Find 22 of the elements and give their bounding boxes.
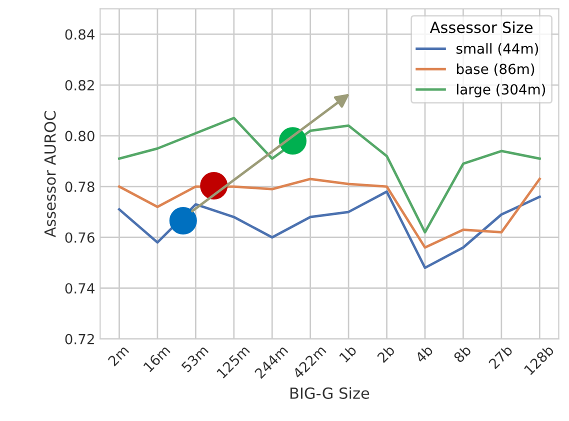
x-tick-label: 2m	[107, 344, 130, 366]
legend-title: Assessor Size	[430, 21, 533, 34]
y-tick-label: 0.84	[65, 29, 95, 40]
y-tick-label: 0.82	[65, 80, 94, 90]
line-series	[118, 178, 541, 249]
x-tick-label: 27b	[488, 344, 514, 370]
y-tick-label: 0.72	[65, 334, 94, 344]
line-series	[118, 116, 541, 234]
y-tick-label: 0.76	[65, 232, 94, 243]
x-tick-label: 8b	[452, 344, 472, 364]
x-tick-label: 2b	[376, 344, 396, 364]
line-series	[118, 190, 541, 270]
legend-label: small (44m)	[456, 43, 538, 56]
y-axis-title: Assessor AUROC	[44, 111, 56, 238]
y-tick-label: 0.78	[65, 182, 94, 192]
legend-label: base (86m)	[457, 63, 534, 76]
x-tick-label: 4b	[414, 344, 434, 364]
x-tick-label: 1b	[338, 344, 358, 363]
x-axis-title: BIG-G Size	[290, 387, 370, 399]
y-tick-label: 0.80	[65, 130, 94, 142]
legend-label: large (304m)	[457, 84, 546, 98]
y-tick-label: 0.74	[65, 283, 95, 294]
